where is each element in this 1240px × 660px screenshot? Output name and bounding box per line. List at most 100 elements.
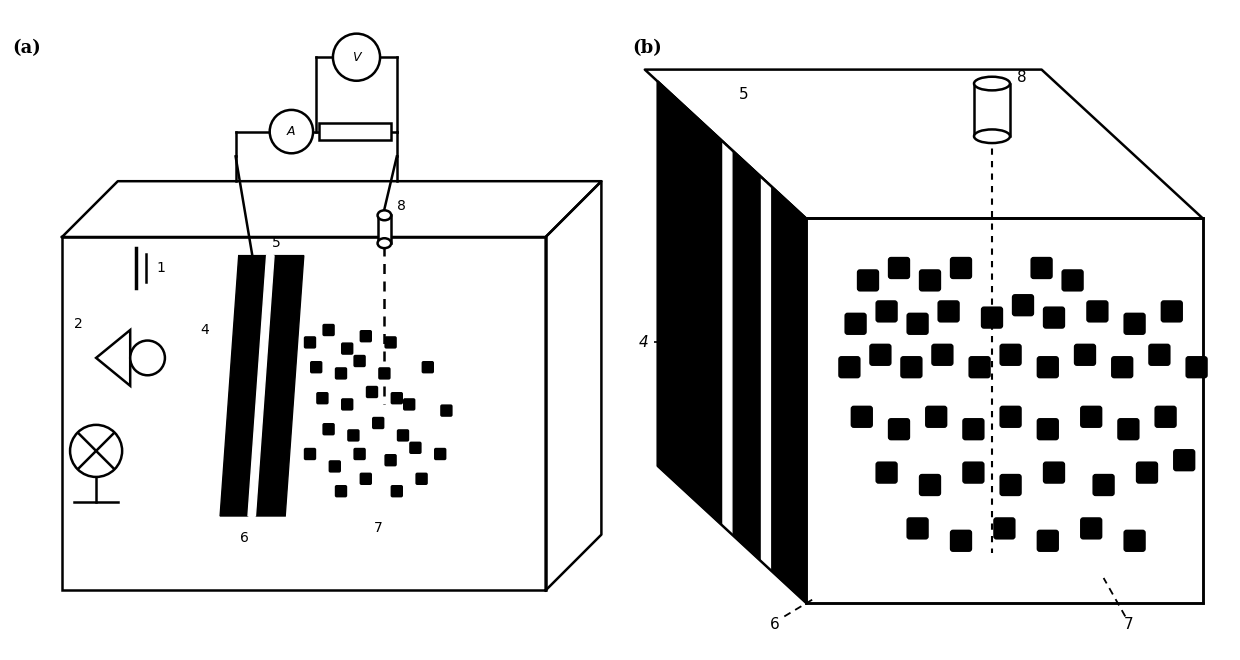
- Text: (b): (b): [632, 38, 662, 57]
- FancyBboxPatch shape: [906, 517, 929, 540]
- FancyBboxPatch shape: [1030, 257, 1053, 279]
- FancyBboxPatch shape: [1043, 461, 1065, 484]
- FancyBboxPatch shape: [900, 356, 923, 378]
- FancyBboxPatch shape: [1080, 406, 1102, 428]
- FancyBboxPatch shape: [1185, 356, 1208, 378]
- FancyBboxPatch shape: [397, 429, 409, 442]
- FancyBboxPatch shape: [1012, 294, 1034, 316]
- FancyBboxPatch shape: [931, 344, 954, 366]
- FancyBboxPatch shape: [1123, 529, 1146, 552]
- FancyBboxPatch shape: [391, 485, 403, 498]
- FancyBboxPatch shape: [968, 356, 991, 378]
- FancyBboxPatch shape: [1061, 269, 1084, 292]
- FancyBboxPatch shape: [384, 454, 397, 467]
- FancyBboxPatch shape: [360, 330, 372, 343]
- FancyBboxPatch shape: [1161, 300, 1183, 323]
- FancyBboxPatch shape: [1136, 461, 1158, 484]
- FancyBboxPatch shape: [1037, 529, 1059, 552]
- FancyBboxPatch shape: [950, 529, 972, 552]
- FancyBboxPatch shape: [1037, 356, 1059, 378]
- Polygon shape: [546, 182, 601, 591]
- Ellipse shape: [975, 77, 1009, 90]
- Bar: [62, 237, 546, 591]
- FancyBboxPatch shape: [353, 447, 366, 460]
- FancyBboxPatch shape: [335, 367, 347, 380]
- FancyBboxPatch shape: [422, 361, 434, 374]
- FancyBboxPatch shape: [962, 461, 985, 484]
- Text: 4: 4: [200, 323, 210, 337]
- FancyBboxPatch shape: [937, 300, 960, 323]
- Polygon shape: [97, 330, 130, 386]
- FancyBboxPatch shape: [322, 423, 335, 436]
- FancyBboxPatch shape: [409, 442, 422, 454]
- FancyBboxPatch shape: [906, 313, 929, 335]
- FancyBboxPatch shape: [372, 417, 384, 429]
- Text: (a): (a): [12, 38, 41, 57]
- FancyBboxPatch shape: [875, 461, 898, 484]
- Ellipse shape: [975, 129, 1009, 143]
- Polygon shape: [645, 69, 1203, 218]
- FancyBboxPatch shape: [925, 406, 947, 428]
- Text: A: A: [288, 125, 295, 138]
- FancyBboxPatch shape: [391, 392, 403, 405]
- FancyBboxPatch shape: [1037, 418, 1059, 440]
- FancyBboxPatch shape: [1173, 449, 1195, 471]
- Bar: [806, 218, 1203, 603]
- FancyBboxPatch shape: [353, 355, 366, 367]
- FancyBboxPatch shape: [1123, 313, 1146, 335]
- Polygon shape: [723, 142, 732, 535]
- Bar: [975, 84, 1009, 136]
- FancyBboxPatch shape: [993, 517, 1016, 540]
- Circle shape: [332, 34, 379, 81]
- FancyBboxPatch shape: [322, 324, 335, 336]
- FancyBboxPatch shape: [329, 460, 341, 473]
- FancyBboxPatch shape: [1043, 306, 1065, 329]
- FancyBboxPatch shape: [857, 269, 879, 292]
- Text: 7: 7: [1123, 617, 1133, 632]
- FancyBboxPatch shape: [875, 300, 898, 323]
- FancyBboxPatch shape: [1111, 356, 1133, 378]
- FancyBboxPatch shape: [950, 257, 972, 279]
- Text: 4: 4: [639, 335, 649, 350]
- Text: 1: 1: [156, 261, 165, 275]
- FancyBboxPatch shape: [304, 336, 316, 348]
- Bar: [377, 215, 392, 243]
- FancyBboxPatch shape: [1148, 344, 1171, 366]
- FancyBboxPatch shape: [415, 473, 428, 485]
- FancyBboxPatch shape: [838, 356, 861, 378]
- FancyBboxPatch shape: [347, 429, 360, 442]
- FancyBboxPatch shape: [888, 418, 910, 440]
- FancyBboxPatch shape: [869, 344, 892, 366]
- FancyBboxPatch shape: [304, 447, 316, 460]
- Polygon shape: [761, 178, 770, 570]
- FancyBboxPatch shape: [919, 269, 941, 292]
- FancyBboxPatch shape: [366, 386, 378, 398]
- Circle shape: [130, 341, 165, 376]
- FancyBboxPatch shape: [999, 344, 1022, 366]
- FancyBboxPatch shape: [1117, 418, 1140, 440]
- Text: 7: 7: [373, 521, 383, 535]
- Text: 2: 2: [74, 317, 83, 331]
- FancyBboxPatch shape: [888, 257, 910, 279]
- Circle shape: [69, 425, 122, 477]
- Ellipse shape: [377, 211, 392, 220]
- FancyBboxPatch shape: [403, 398, 415, 411]
- FancyBboxPatch shape: [335, 485, 347, 498]
- Text: V: V: [352, 51, 361, 64]
- FancyBboxPatch shape: [434, 447, 446, 460]
- Text: 8: 8: [1017, 70, 1027, 85]
- FancyBboxPatch shape: [360, 473, 372, 485]
- FancyBboxPatch shape: [1080, 517, 1102, 540]
- Text: 8: 8: [397, 199, 405, 213]
- Text: 5: 5: [272, 236, 280, 250]
- Text: 6: 6: [770, 617, 780, 632]
- Ellipse shape: [377, 238, 392, 248]
- FancyBboxPatch shape: [1154, 406, 1177, 428]
- FancyBboxPatch shape: [1074, 344, 1096, 366]
- FancyBboxPatch shape: [378, 367, 391, 380]
- FancyBboxPatch shape: [919, 474, 941, 496]
- Polygon shape: [221, 255, 267, 516]
- Polygon shape: [657, 81, 806, 603]
- FancyBboxPatch shape: [1092, 474, 1115, 496]
- Polygon shape: [255, 255, 304, 516]
